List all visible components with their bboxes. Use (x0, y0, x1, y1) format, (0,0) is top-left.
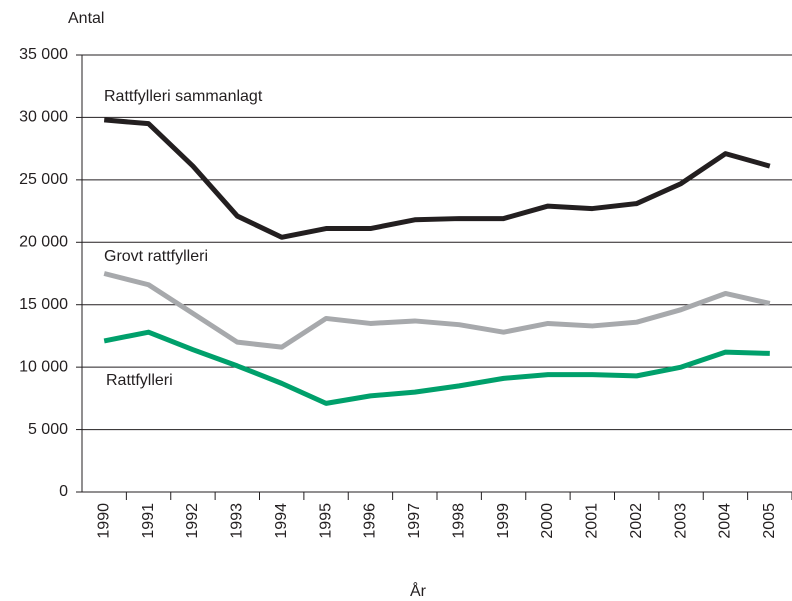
y-tick-label: 0 (59, 483, 68, 500)
line (103, 117, 771, 240)
y-tick-label: 15 000 (19, 296, 68, 313)
line (103, 329, 770, 406)
x-tick-label: 2003 (672, 503, 689, 539)
y-tick-label: 20 000 (19, 234, 68, 251)
y-axis-title: Antal (68, 10, 104, 27)
x-tick-label: 1998 (450, 503, 467, 539)
x-tick-label: 1996 (362, 503, 379, 539)
y-tick-label: 5 000 (28, 421, 68, 438)
x-tick-label: 1992 (184, 503, 201, 539)
line (103, 271, 771, 350)
y-tick-label: 25 000 (19, 171, 68, 188)
x-tick-label: 2005 (761, 503, 778, 539)
series-label: Rattfylleri (106, 372, 173, 389)
x-tick-label: 2004 (717, 503, 734, 539)
series-label: Rattfylleri sammanlagt (104, 88, 263, 105)
x-tick-label: 1990 (95, 503, 112, 539)
x-tick-label: 2001 (584, 503, 601, 539)
x-axis-title: År (410, 581, 427, 600)
x-tick-label: 1995 (317, 503, 334, 539)
x-tick-label: 1997 (406, 503, 423, 539)
x-tick-label: 1991 (140, 503, 157, 539)
x-tick-label: 2002 (628, 503, 645, 539)
x-tick-label: 1999 (495, 503, 512, 539)
x-tick-label: 1994 (273, 503, 290, 539)
y-tick-label: 35 000 (19, 46, 68, 63)
x-tick-label: 2000 (539, 503, 556, 539)
y-tick-label: 30 000 (19, 109, 68, 126)
x-tick-label: 1993 (229, 503, 246, 539)
series-label: Grovt rattfylleri (104, 248, 208, 265)
y-tick-label: 10 000 (19, 358, 68, 375)
